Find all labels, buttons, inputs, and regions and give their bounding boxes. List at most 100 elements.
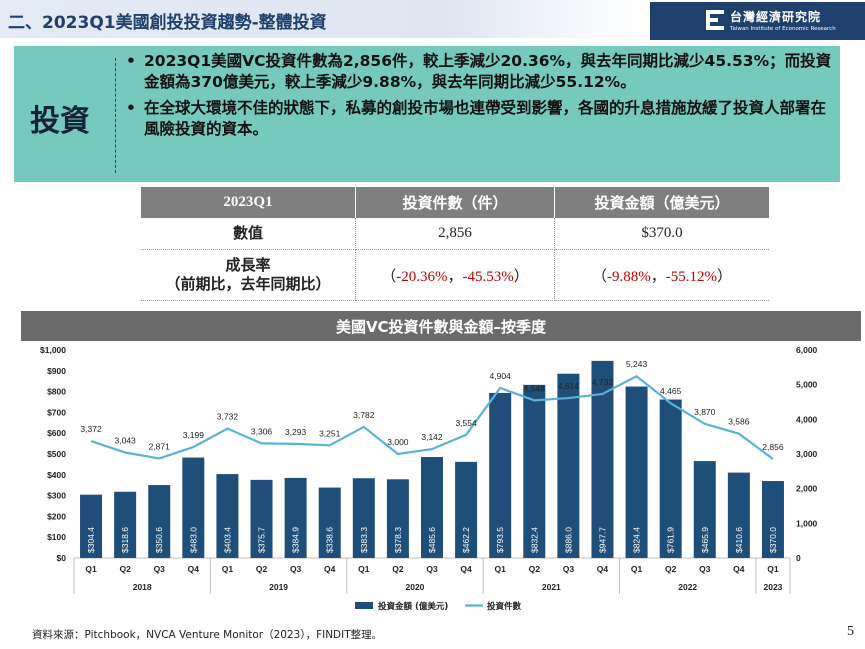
bar [80, 494, 103, 558]
quarter-label: Q3 [426, 564, 438, 574]
bar-value-label: $410.6 [734, 527, 744, 553]
count-qoq: -20.36% [396, 268, 448, 285]
bar-value-label: $793.5 [495, 527, 505, 553]
left-axis-tick: $700 [47, 407, 66, 417]
line-value-label: 4,614 [558, 381, 580, 391]
line-value-label: 2,856 [762, 442, 784, 452]
bar-value-label: $304.4 [86, 527, 96, 553]
legend-bar-label: 投資金額 (億美元) [378, 601, 448, 612]
table-header-row: 2023Q1 投資件數（件） 投資金額（億美元） [141, 187, 769, 218]
left-axis-tick: $200 [47, 511, 66, 521]
paren-open: （ [381, 266, 397, 285]
quarter-label: Q4 [597, 564, 609, 574]
quarter-label: Q1 [358, 564, 370, 574]
cell-count-growth: （-20.36%，-45.53%） [355, 249, 555, 301]
bar-value-label: $383.3 [359, 527, 369, 553]
separator: ， [447, 266, 463, 285]
cell-amount-value: $370.0 [554, 218, 769, 250]
page-title: 二、2023Q1美國創投投資趨勢-整體投資 [8, 13, 327, 33]
year-label: 2022 [678, 582, 697, 592]
year-label: 2020 [405, 582, 424, 592]
year-label: 2018 [133, 582, 152, 592]
paren-open: （ [591, 266, 607, 285]
left-axis-tick: $1,000 [40, 345, 66, 355]
bar-value-label: $318.6 [120, 527, 130, 553]
cell-amount-growth: （-9.88%，-55.12%） [554, 249, 769, 301]
table-header-period: 2023Q1 [141, 187, 356, 218]
row-label-growth-line2: （前期比，去年同期比） [165, 275, 331, 293]
year-label: 2021 [542, 582, 561, 592]
bar [489, 392, 512, 558]
bar [352, 478, 375, 558]
legend-line-label: 投資件數 [487, 601, 522, 612]
line-value-label: 4,548 [524, 383, 546, 393]
line-value-label: 2,871 [149, 441, 171, 451]
year-label: 2023 [763, 582, 782, 592]
summary-label: 投資 [30, 104, 90, 139]
bar [591, 360, 614, 558]
row-label-value: 數值 [141, 218, 356, 250]
bar-value-label: $403.4 [222, 527, 232, 553]
quarter-label: Q4 [188, 564, 200, 574]
bar-value-label: $375.7 [257, 527, 267, 553]
amount-yoy: -55.12% [665, 268, 717, 285]
line-value-label: 3,586 [728, 417, 750, 427]
quarter-label: Q4 [324, 564, 336, 574]
logo: 台灣經濟研究院 Taiwan Institute of Economic Res… [650, 2, 865, 40]
count-series-line [90, 374, 774, 460]
bar-value-label: $761.9 [666, 527, 676, 553]
separator: ， [650, 266, 666, 285]
cell-count-value: 2,856 [355, 218, 555, 250]
bar [557, 373, 580, 558]
summary-bullet: 2023Q1美國VC投資件數為2,856件，較上季減少20.36%，與去年同期比… [124, 51, 836, 93]
bar-value-label: $384.9 [291, 527, 301, 553]
bar-value-label: $832.4 [529, 527, 539, 553]
paren-close: ） [717, 266, 733, 285]
bar-value-label: $370.0 [768, 527, 778, 553]
bar [148, 485, 171, 558]
quarter-label: Q1 [767, 564, 779, 574]
left-axis-tick: $0 [57, 553, 67, 563]
quarter-label: Q3 [699, 564, 711, 574]
right-axis-tick: 5,000 [796, 380, 818, 390]
bar [625, 386, 648, 558]
bar [421, 456, 443, 558]
quarter-label: Q2 [665, 564, 677, 574]
tier-logo-icon [706, 10, 724, 30]
quarter-label: Q4 [733, 564, 745, 574]
left-axis-tick: $300 [47, 491, 66, 501]
line-value-label: 3,000 [387, 437, 409, 447]
table-row: 數值 2,856 $370.0 [141, 218, 769, 250]
row-label-growth: 成長率 （前期比，去年同期比） [141, 249, 356, 301]
right-axis-tick: 0 [796, 553, 801, 563]
amount-qoq: -9.88% [606, 268, 651, 285]
bar [284, 477, 307, 558]
bar-value-label: $465.9 [700, 527, 710, 553]
left-axis-tick: $400 [47, 470, 66, 480]
right-axis-tick: 4,000 [796, 414, 818, 424]
line-value-label: 3,732 [217, 412, 239, 422]
quarter-label: Q1 [222, 564, 234, 574]
quarter-label: Q1 [495, 564, 507, 574]
vc-quarterly-chart: $0 $100 $200 $300 $400 $500 $600 $700 $800 $900 $1… [40, 345, 818, 612]
line-value-label: 3,251 [319, 428, 341, 438]
table-header-count: 投資件數（件） [355, 187, 555, 218]
line-value-label: 4,465 [660, 386, 682, 396]
bar [727, 472, 750, 558]
right-axis-tick: 3,000 [796, 449, 818, 459]
bar [386, 479, 409, 558]
line-value-label: 3,043 [115, 436, 137, 446]
chart-title: 美國VC投資件數與金額–按季度 [335, 318, 547, 336]
line-value-label: 3,199 [183, 430, 205, 440]
line-value-label: 3,142 [421, 432, 443, 442]
bar-value-label: $378.3 [393, 527, 403, 553]
legend-bar-swatch [355, 602, 373, 609]
left-axis-tick: $100 [47, 532, 66, 542]
quarter-label: Q3 [563, 564, 575, 574]
line-value-label: 3,870 [694, 407, 716, 417]
year-label: 2019 [269, 582, 288, 592]
right-axis-tick: 2,000 [796, 484, 818, 494]
quarter-label: Q2 [392, 564, 404, 574]
paren-close: ） [513, 266, 529, 285]
right-axis-tick: 1,000 [796, 518, 818, 528]
